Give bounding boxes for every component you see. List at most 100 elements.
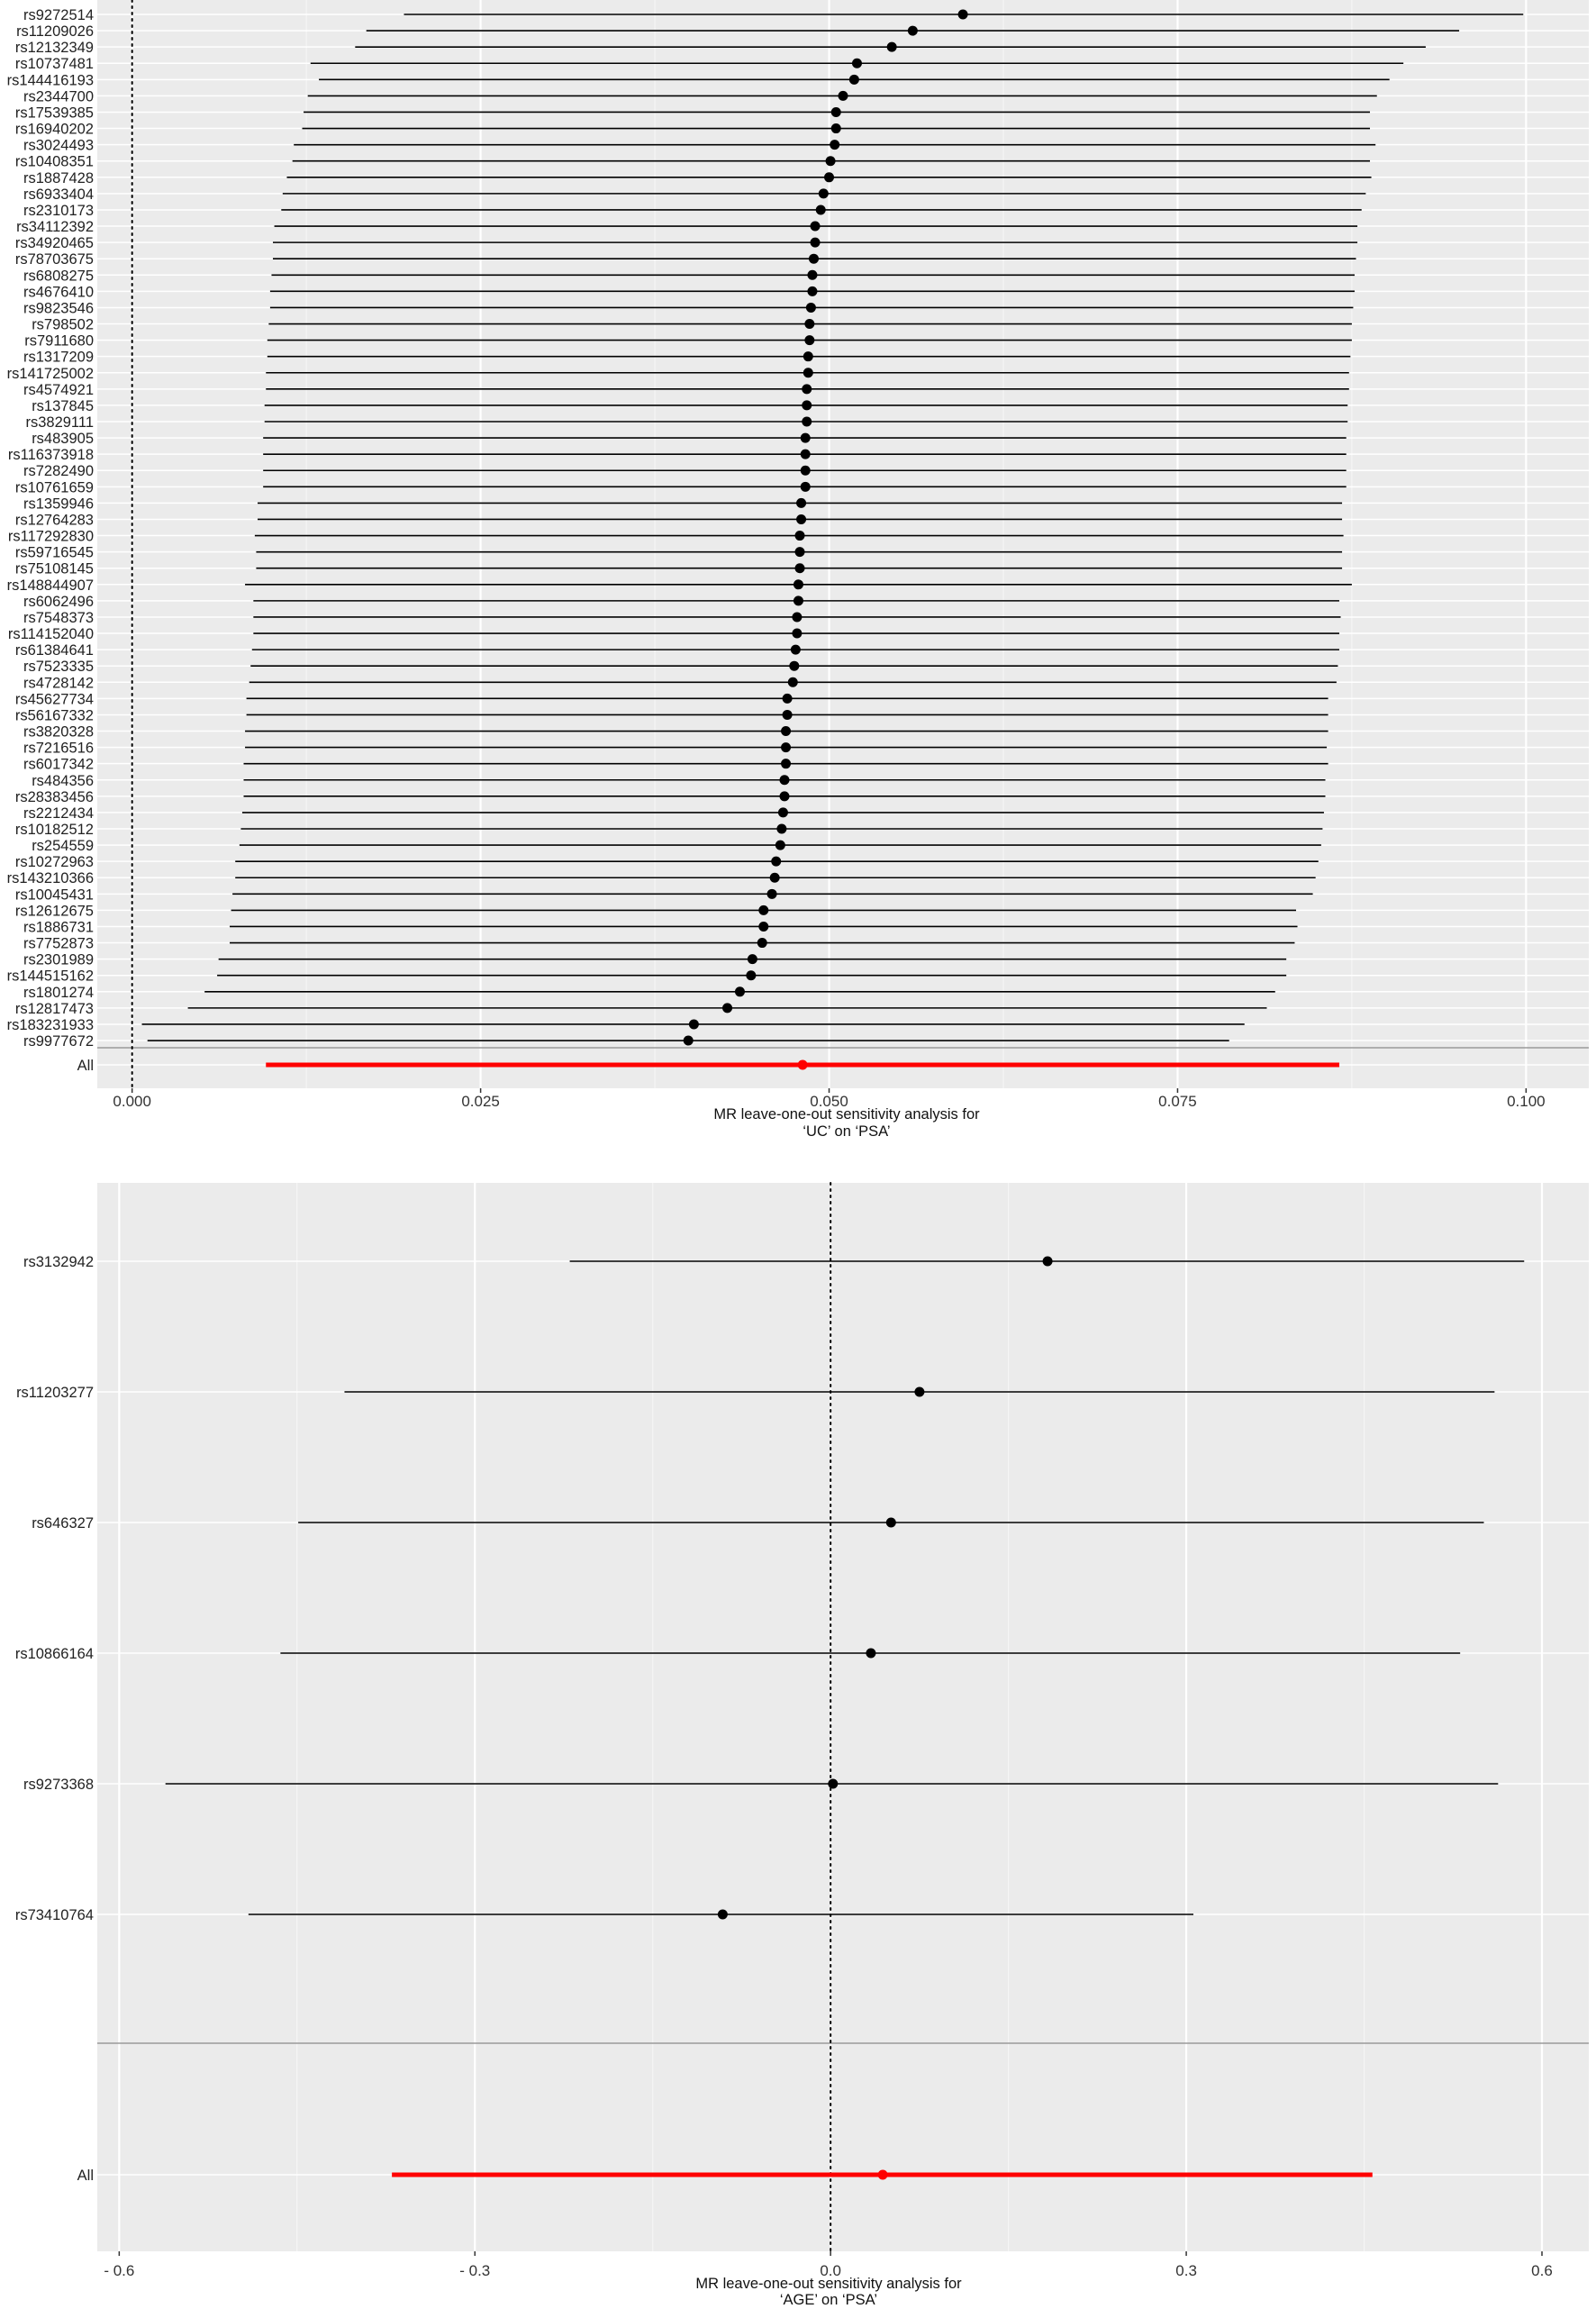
row-label: rs10737481 xyxy=(15,56,94,72)
point-estimate xyxy=(777,807,788,818)
row-label: rs2344700 xyxy=(23,88,94,105)
row-label: rs78703675 xyxy=(15,251,94,268)
point-estimate xyxy=(758,921,769,932)
row-label: rs73410764 xyxy=(15,1907,94,1923)
point-estimate xyxy=(787,677,798,687)
x-axis-ticks: 0.000 0.025 0.050 0.075 0.100 xyxy=(113,1088,1546,1110)
point-estimate xyxy=(747,954,757,965)
row-label: rs56167332 xyxy=(15,707,94,723)
row-label: rs1887428 xyxy=(23,170,94,186)
point-estimate xyxy=(683,1035,694,1046)
row-label: rs7548373 xyxy=(23,610,94,626)
tick-label: 0.6 xyxy=(1531,2262,1553,2279)
point-estimate xyxy=(828,1778,839,1789)
point-estimate xyxy=(794,563,805,574)
row-label: rs75108145 xyxy=(15,561,94,577)
row-label: rs10761659 xyxy=(15,479,94,495)
row-label: rs7282490 xyxy=(23,463,94,479)
point-estimate xyxy=(886,41,897,52)
row-label: rs1317209 xyxy=(23,350,94,366)
point-estimate xyxy=(794,531,805,541)
row-label: rs10866164 xyxy=(15,1646,94,1662)
point-estimate xyxy=(734,986,745,997)
row-label: rs3820328 xyxy=(23,724,94,741)
panel-uc-psa: rs9272514rs11209026rs12132349rs10737481r… xyxy=(7,0,1589,1140)
point-estimate xyxy=(804,335,815,346)
point-estimate xyxy=(781,742,792,753)
row-label: rs144416193 xyxy=(7,72,94,88)
point-estimate xyxy=(782,693,793,704)
row-label: rs10182512 xyxy=(15,822,94,838)
point-estimate xyxy=(848,74,859,85)
point-estimate xyxy=(830,123,841,134)
row-label: rs10272963 xyxy=(15,854,94,870)
row-label: rs6933404 xyxy=(23,186,94,203)
point-estimate xyxy=(802,400,812,411)
point-estimate xyxy=(851,58,862,68)
row-label: rs144515162 xyxy=(7,968,94,985)
point-estimate xyxy=(808,253,819,264)
row-label: rs12132349 xyxy=(15,40,94,56)
point-estimate xyxy=(781,726,792,737)
point-estimate xyxy=(802,384,812,395)
point-estimate xyxy=(810,221,821,232)
row-label: rs1886731 xyxy=(23,919,94,935)
point-estimate xyxy=(771,856,782,867)
point-estimate xyxy=(838,90,848,101)
point-estimate xyxy=(757,938,767,949)
row-label: rs10045431 xyxy=(15,886,94,903)
x-axis-label-line2: ‘AGE’ on ‘PSA’ xyxy=(780,2292,877,2308)
point-estimate xyxy=(803,368,813,378)
row-label: rs9977672 xyxy=(23,1033,94,1050)
point-estimate xyxy=(792,628,803,639)
point-estimate xyxy=(766,888,777,899)
row-label: rs148844907 xyxy=(7,577,94,594)
row-label: rs9273368 xyxy=(23,1777,94,1793)
row-label: rs2310173 xyxy=(23,203,94,219)
point-estimate xyxy=(805,302,816,313)
tick-label: 0.075 xyxy=(1158,1093,1197,1110)
tick-label: - 0.3 xyxy=(459,2262,490,2279)
row-label: rs59716545 xyxy=(15,545,94,561)
point-estimate xyxy=(758,904,769,915)
point-estimate xyxy=(800,432,811,443)
point-estimate xyxy=(722,1003,733,1014)
row-label: rs17539385 xyxy=(15,105,94,121)
row-label: rs137845 xyxy=(32,398,94,414)
point-estimate xyxy=(807,286,818,296)
panel-marks xyxy=(97,0,1589,1089)
tick-label: - 0.6 xyxy=(104,2262,134,2279)
row-label: rs9823546 xyxy=(23,300,94,316)
row-label: rs6062496 xyxy=(23,594,94,610)
point-estimate xyxy=(815,205,826,215)
row-label: rs1359946 xyxy=(23,495,94,512)
overall-point-estimate xyxy=(877,2169,888,2180)
overall-label: All xyxy=(77,2168,94,2184)
row-label: rs2301989 xyxy=(23,952,94,968)
point-estimate xyxy=(907,25,918,36)
row-label: rs483905 xyxy=(32,431,94,447)
point-estimate xyxy=(746,970,757,981)
row-label: rs646327 xyxy=(32,1515,94,1532)
point-estimate xyxy=(792,612,803,623)
row-label: rs143210366 xyxy=(7,870,94,886)
point-estimate xyxy=(866,1648,876,1659)
point-estimate xyxy=(790,644,801,655)
row-label: rs7216516 xyxy=(23,741,94,757)
row-label: rs4728142 xyxy=(23,675,94,691)
row-label: rs116373918 xyxy=(8,447,94,463)
point-estimate xyxy=(789,660,800,671)
point-estimate xyxy=(794,547,805,558)
point-estimate xyxy=(775,840,785,850)
tick-label: 0.3 xyxy=(1175,2262,1197,2279)
point-estimate xyxy=(800,449,811,459)
x-axis-label-line1: MR leave-one-out sensitivity analysis fo… xyxy=(695,2276,962,2292)
row-label: rs4676410 xyxy=(23,284,94,300)
row-label: rs34112392 xyxy=(16,219,94,235)
row-label: rs34920465 xyxy=(15,235,94,251)
row-label: rs254559 xyxy=(32,838,94,854)
point-estimate xyxy=(769,872,780,883)
tick-label: 0.000 xyxy=(113,1093,151,1110)
point-estimate xyxy=(804,319,815,330)
